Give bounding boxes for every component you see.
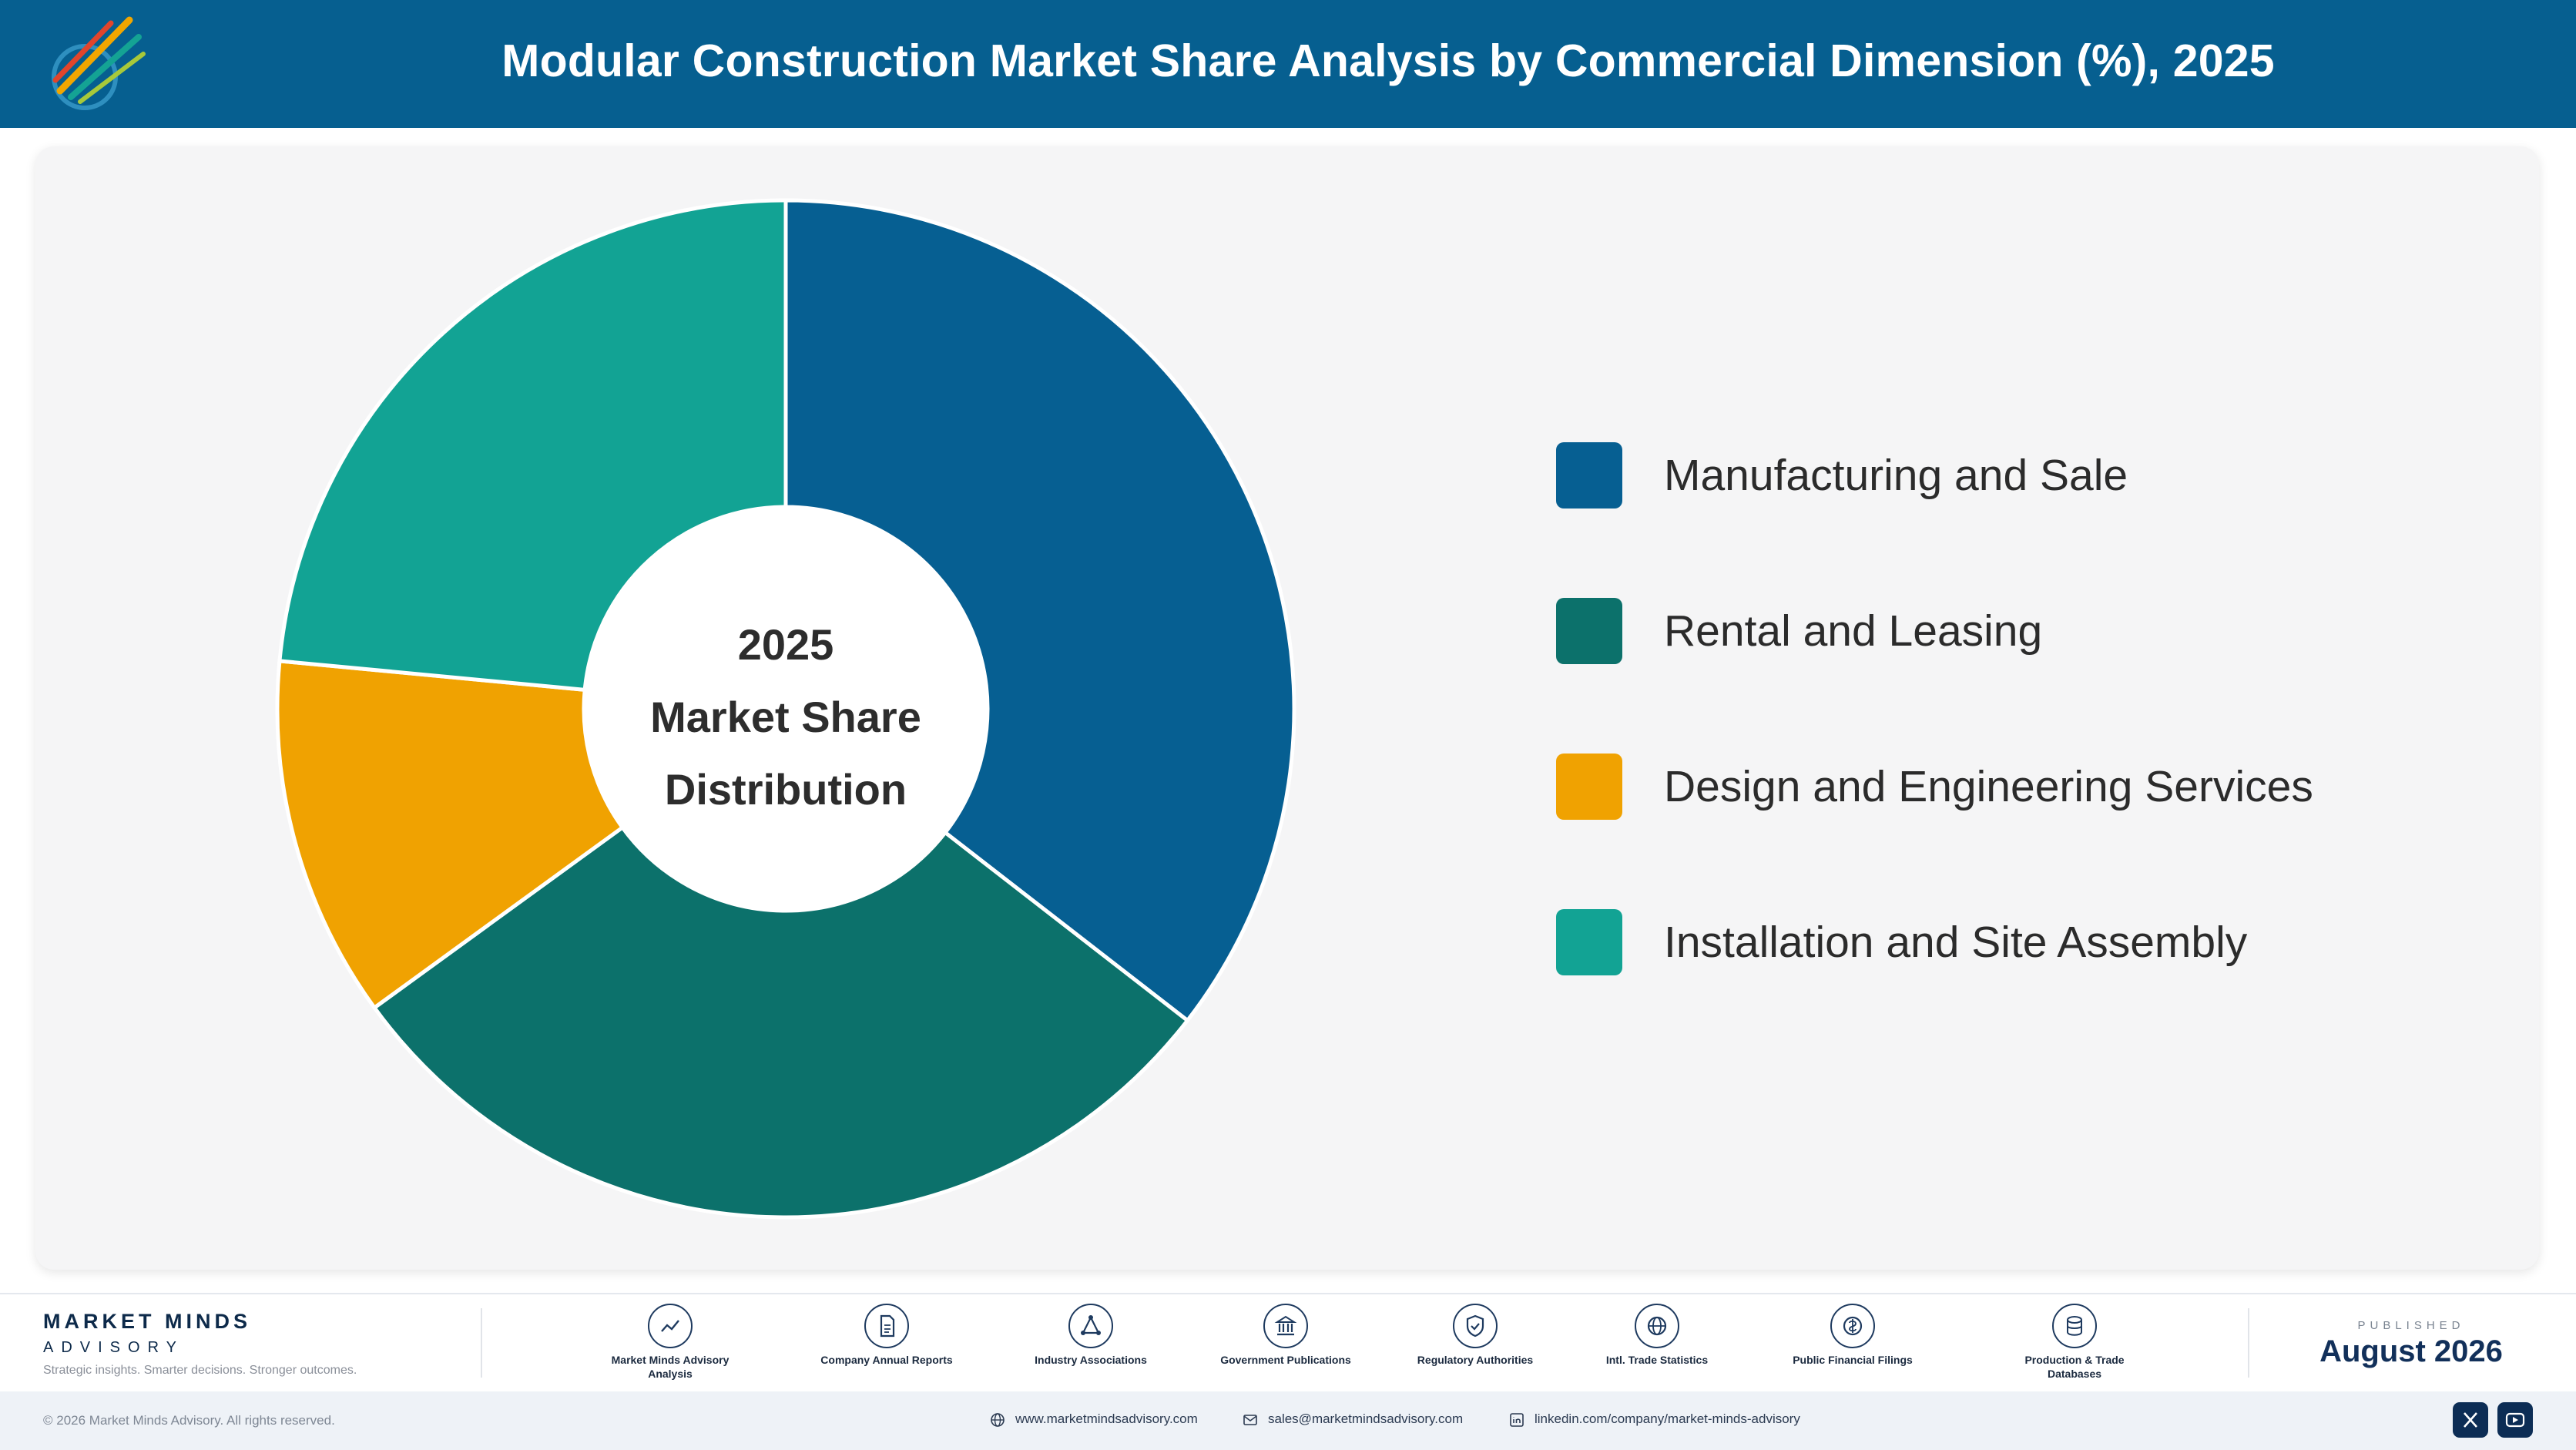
- divider: [2248, 1308, 2249, 1378]
- logo-icon: [52, 16, 146, 110]
- website-link[interactable]: www.marketmindsadvisory.com: [991, 1411, 1198, 1427]
- trend-chart-icon: [648, 1304, 693, 1348]
- source-label: Industry Associations: [1035, 1354, 1147, 1366]
- source-label: Public Financial Filings: [1793, 1354, 1913, 1366]
- source-item: Company Annual Reports: [810, 1304, 964, 1367]
- brand-subtitle: ADVISORY: [43, 1339, 184, 1356]
- donut-hole: [584, 507, 988, 911]
- website-text: www.marketmindsadvisory.com: [1015, 1411, 1198, 1426]
- government-building-icon: [1263, 1304, 1308, 1348]
- source-item: Intl. Trade Statistics: [1580, 1304, 1734, 1367]
- center-line-3: Distribution: [664, 765, 907, 814]
- divider: [481, 1308, 482, 1378]
- legend-swatch: [1556, 754, 1622, 820]
- mail-icon: [1243, 1415, 1257, 1425]
- center-year: 2025: [737, 620, 834, 669]
- legend-swatch: [1556, 442, 1622, 509]
- source-label: Production & Trade Databases: [2024, 1354, 2125, 1380]
- source-item: Regulatory Authorities: [1398, 1304, 1552, 1367]
- globe-icon: [991, 1413, 1005, 1427]
- source-item: Government Publications: [1209, 1304, 1363, 1367]
- currency-coin-icon: [1830, 1304, 1875, 1348]
- center-line-2: Market Share: [650, 693, 921, 741]
- source-item: Public Financial Filings: [1776, 1304, 1930, 1367]
- legend-swatch: [1556, 909, 1622, 975]
- linkedin-link[interactable]: linkedin.com/company/market-minds-adviso…: [1510, 1411, 1800, 1427]
- source-label: Market Minds Advisory Analysis: [611, 1354, 730, 1380]
- source-label: Regulatory Authorities: [1417, 1354, 1534, 1366]
- source-item: Production & Trade Databases: [1997, 1304, 2152, 1381]
- source-label: Company Annual Reports: [820, 1354, 953, 1366]
- youtube-icon[interactable]: [2497, 1402, 2533, 1438]
- legend-label: Manufacturing and Sale: [1664, 451, 2128, 500]
- footer-contact-bar: © 2026 Market Minds Advisory. All rights…: [0, 1391, 2576, 1450]
- source-label: Government Publications: [1220, 1354, 1351, 1366]
- shield-check-icon: [1453, 1304, 1498, 1348]
- source-label: Intl. Trade Statistics: [1605, 1354, 1709, 1366]
- database-icon: [2052, 1304, 2097, 1348]
- source-item: Industry Associations: [1014, 1304, 1168, 1367]
- email-text: sales@marketmindsadvisory.com: [1268, 1411, 1464, 1426]
- published-label: PUBLISHED: [2357, 1319, 2465, 1332]
- chart-title: Modular Construction Market Share Analys…: [501, 35, 2275, 86]
- footer-sources-bar: MARKET MINDS ADVISORY Strategic insights…: [0, 1293, 2576, 1391]
- source-item: Market Minds Advisory Analysis: [593, 1304, 747, 1381]
- brand-name: MARKET MINDS: [43, 1310, 251, 1333]
- copyright: © 2026 Market Minds Advisory. All rights…: [43, 1413, 335, 1428]
- linkedin-icon: [1510, 1413, 1524, 1427]
- globe-icon: [1635, 1304, 1679, 1348]
- footer: MARKET MINDS ADVISORY Strategic insights…: [0, 1293, 2576, 1450]
- donut-center-label: 2025 Market Share Distribution: [632, 609, 940, 826]
- email-link[interactable]: sales@marketmindsadvisory.com: [1243, 1411, 1464, 1427]
- brand-tagline: Strategic insights. Smarter decisions. S…: [43, 1364, 357, 1377]
- legend-swatch: [1556, 598, 1622, 664]
- x-icon[interactable]: [2453, 1402, 2488, 1438]
- linkedin-text: linkedin.com/company/market-minds-adviso…: [1535, 1411, 1800, 1426]
- published-date: August 2026: [2319, 1334, 2503, 1368]
- network-icon: [1068, 1304, 1113, 1348]
- legend-label: Design and Engineering Services: [1664, 762, 2313, 811]
- header-bar: Modular Construction Market Share Analys…: [0, 0, 2576, 128]
- legend-label: Installation and Site Assembly: [1664, 918, 2248, 967]
- legend-label: Rental and Leasing: [1664, 606, 2043, 656]
- document-icon: [864, 1304, 909, 1348]
